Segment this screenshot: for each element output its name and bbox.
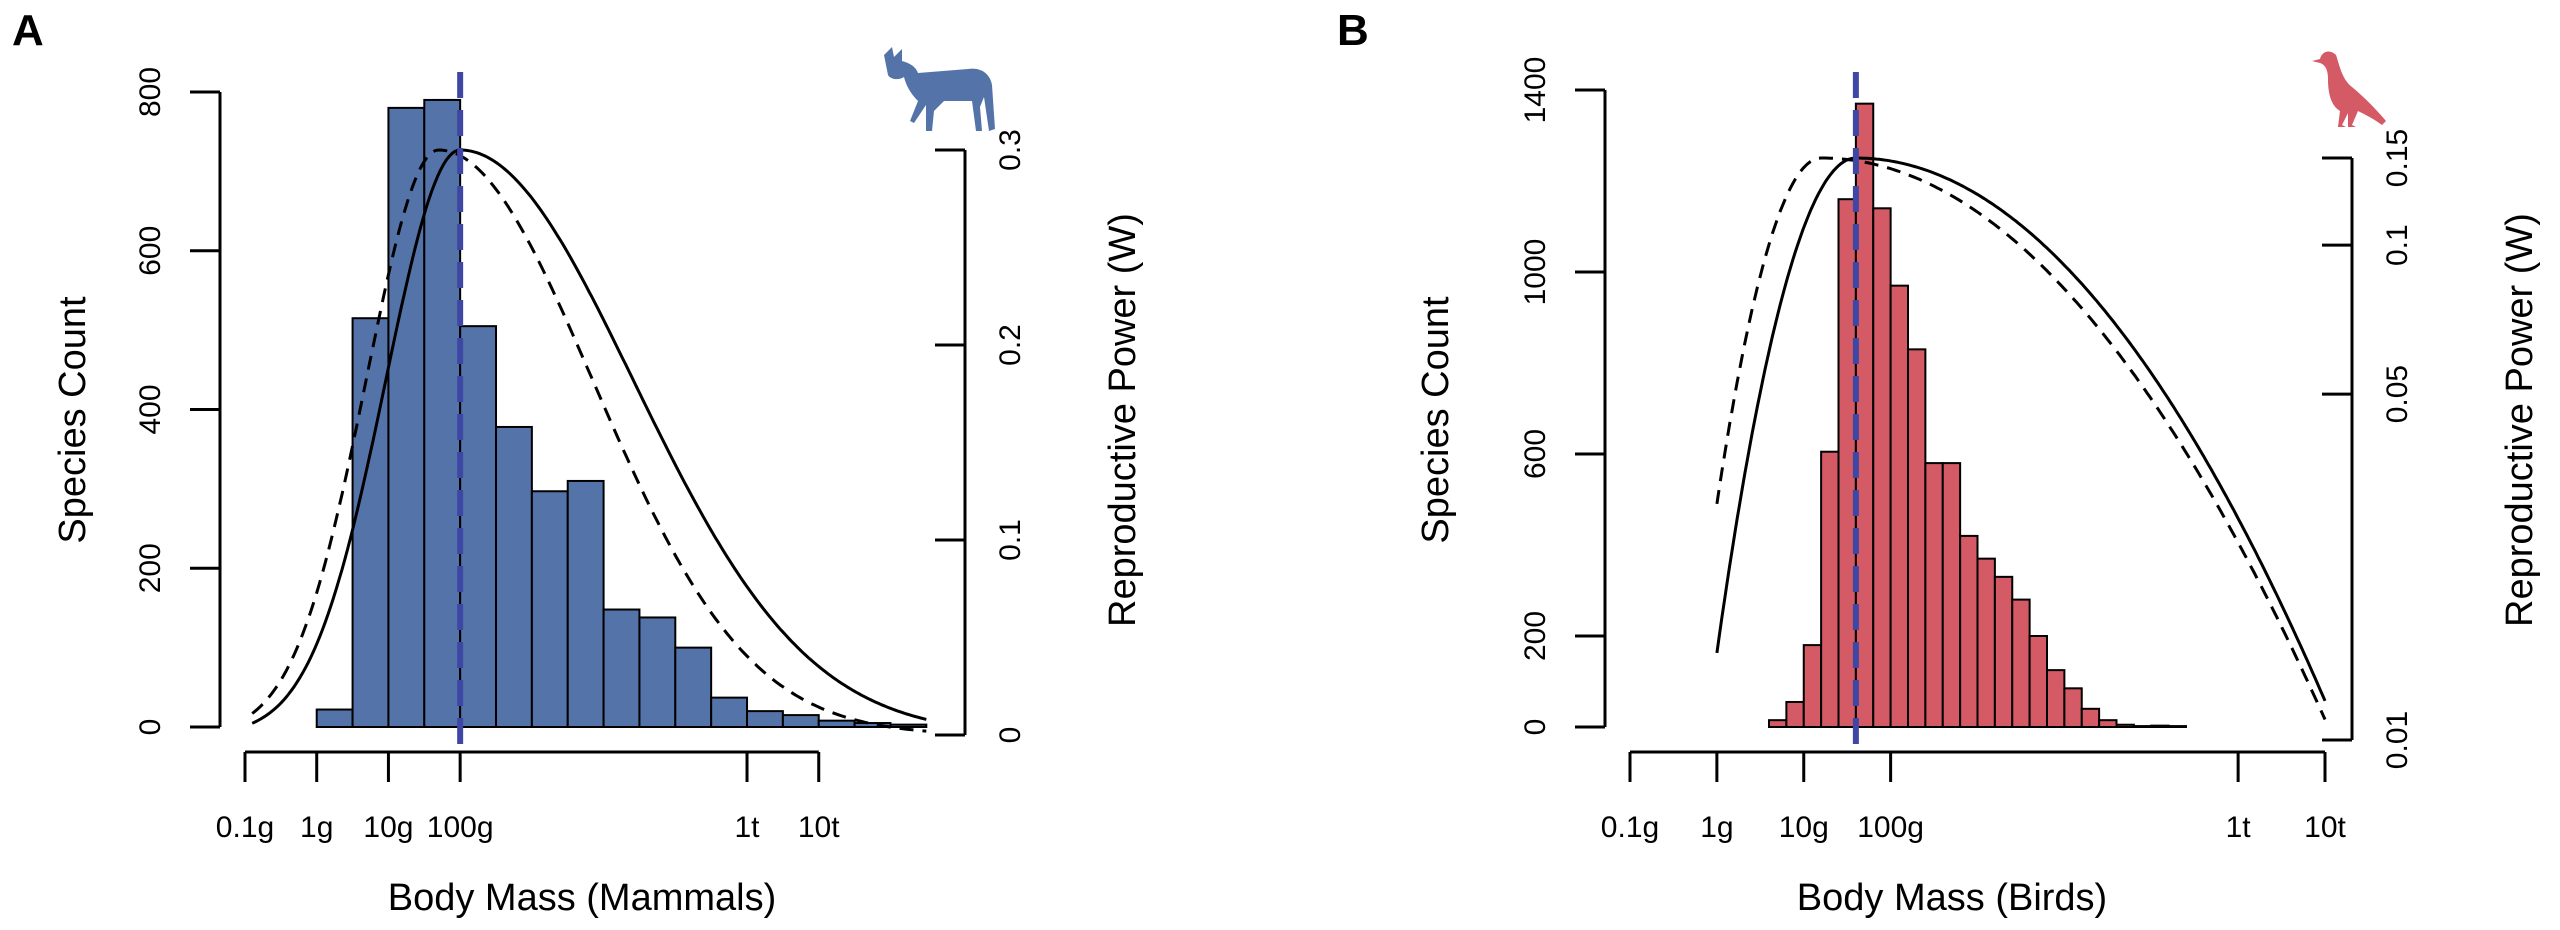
panel-a-x-tick-label: 0.1g xyxy=(216,811,274,844)
donkey-icon-body xyxy=(884,47,995,131)
panel-a-x-tick-label: 10t xyxy=(798,811,840,844)
panel-b-bar xyxy=(1768,719,1788,728)
panel-a-y2-axis-title: Reproductive Power (W) xyxy=(1102,213,1144,627)
panel-b-bar xyxy=(1802,644,1823,728)
panel-a-y2-tick-label: 0.3 xyxy=(994,129,1027,171)
panel-b-x-tick-label: 10g xyxy=(1779,811,1829,844)
panel-a-x-tick-label: 100g xyxy=(427,811,494,844)
panel-a-bar xyxy=(566,479,605,728)
panel-b-bar xyxy=(2115,723,2135,728)
panel-a-y-tick-label: 200 xyxy=(134,543,167,593)
panel-a-y-tick-label: 400 xyxy=(134,384,167,434)
panel-b-bar xyxy=(2080,707,2101,728)
panel-b-bar xyxy=(1924,462,1944,728)
panel-b-y2-tick-label: 0.15 xyxy=(2381,129,2414,187)
panel-a-bar xyxy=(602,608,641,729)
panel-b-bar xyxy=(1872,207,1892,729)
panel-a-bar xyxy=(889,723,928,729)
panel-b-bar xyxy=(1889,284,1909,728)
panel-a-histogram xyxy=(315,98,928,729)
panel-b-bar xyxy=(2046,669,2066,728)
panel-a-y-axis-title: Species Count xyxy=(52,296,94,544)
panel-a-y-axis: 0 200 400 600 800 xyxy=(134,67,222,736)
panel-a-bar xyxy=(423,98,462,728)
panel-a-bar xyxy=(495,425,533,728)
panel-a-bar xyxy=(781,714,820,728)
panel-b-bar xyxy=(1959,534,1979,729)
panel-b-y2-tick-label: 0.05 xyxy=(2381,365,2414,423)
panel-b-y-tick-label: 0 xyxy=(1519,719,1552,736)
panel-b-x-tick-label: 1g xyxy=(1700,811,1733,844)
panel-b-y-tick-label: 1000 xyxy=(1519,239,1552,306)
panel-a-bar xyxy=(746,710,784,728)
panel-a-x-tick-label: 1g xyxy=(300,811,333,844)
panel-a-bar xyxy=(459,325,498,728)
panel-b-power-curve-dashed xyxy=(1715,156,2327,721)
panel-a-y2-tick-label: 0.2 xyxy=(994,324,1027,366)
panel-a-bar xyxy=(710,696,749,728)
panel-a-x-axis: 0.1g 1g 10g 100g 1t 10t xyxy=(216,750,840,844)
panel-b-bar xyxy=(2098,719,2118,728)
panel-a-x-tick-label: 10g xyxy=(363,811,413,844)
panel-b-y-axis-title: Species Count xyxy=(1415,296,1457,544)
panel-a-y2-axis: 0 0.1 0.2 0.3 xyxy=(935,129,1027,743)
panel-b-bar xyxy=(2150,724,2170,729)
panel-b-y-tick-label: 600 xyxy=(1519,429,1552,479)
pigeon-icon xyxy=(2312,51,2386,127)
donkey-icon xyxy=(884,47,995,131)
panel-b-y-tick-label: 1400 xyxy=(1519,57,1552,124)
panel-b-birds: 0.1g 1g 10g 100g 1t 10t0200600100014000.010.0… xyxy=(1415,51,2541,919)
panel-b-bar xyxy=(2132,725,2153,729)
panel-b-x-tick-label: 10t xyxy=(2304,811,2346,844)
panel-a-bar xyxy=(351,317,390,728)
panel-b-x-axis: 0.1g 1g 10g 100g 1t 10t xyxy=(1601,750,2347,844)
panel-b-bar xyxy=(1820,450,1840,728)
panel-letter-b: B xyxy=(1337,6,1369,55)
panel-b-y2-tick-label: 0.1 xyxy=(2381,224,2414,266)
panel-a-y-tick-label: 0 xyxy=(134,719,167,736)
panel-b-bar xyxy=(2011,598,2031,728)
panel-b-y-tick-label: 200 xyxy=(1519,611,1552,661)
panel-a-bar xyxy=(817,719,856,729)
panel-a-mammals: 0.1g 1g 10g 100g 1t 10t 0 200 400 600 800 0 0.1 0.2 0.… xyxy=(52,47,1144,919)
panel-a-power-curve-solid xyxy=(251,148,927,725)
panel-a-bar xyxy=(674,646,713,728)
panel-b-bar xyxy=(2063,687,2083,729)
panel-a-bar xyxy=(315,708,354,728)
panel-b-x-tick-label: 1t xyxy=(2226,811,2252,844)
panel-a-bar xyxy=(387,106,426,728)
pigeon-icon-body xyxy=(2312,51,2386,127)
panel-a-bar xyxy=(530,490,569,728)
panel-b-bar xyxy=(1976,557,1996,729)
panel-b-power-curve-solid xyxy=(1715,156,2327,702)
panel-b-x-axis-title: Body Mass (Birds) xyxy=(1797,877,2107,919)
panel-a-y2-tick-label: 0.1 xyxy=(994,519,1027,561)
panel-b-bar xyxy=(1993,575,2014,728)
panel-b-bar xyxy=(1907,348,1927,728)
panel-a-power-curve-dashed xyxy=(251,148,927,733)
panel-b-x-tick-label: 100g xyxy=(1857,811,1924,844)
panel-a-y-tick-label: 800 xyxy=(134,67,167,117)
panel-b-bar xyxy=(2167,725,2187,729)
panel-b-x-tick-label: 0.1g xyxy=(1601,811,1659,844)
panel-b-y2-axis-title: Reproductive Power (W) xyxy=(2499,213,2541,627)
panel-a-x-axis-title: Body Mass (Mammals) xyxy=(388,877,777,919)
panel-a-y2-tick-label: 0 xyxy=(994,727,1027,744)
panel-b-bar xyxy=(2028,635,2048,728)
panel-b-bar xyxy=(1785,700,1805,728)
panel-b-y-axis: 0 200 600 1000 1400 xyxy=(1519,57,1607,736)
panel-b-y2-tick-label: 0.01 xyxy=(2381,711,2414,769)
panel-a-y-tick-label: 600 xyxy=(134,226,167,276)
panel-b-histogram xyxy=(1768,102,2187,729)
panel-b-y2-axis: 0.01 0.05 0.1 0.15 xyxy=(2322,129,2414,769)
panel-a-bar xyxy=(638,616,677,729)
panel-letter-a: A xyxy=(12,6,44,55)
panel-a-x-tick-label: 1t xyxy=(735,811,761,844)
panel-b-bar xyxy=(1941,462,1962,728)
